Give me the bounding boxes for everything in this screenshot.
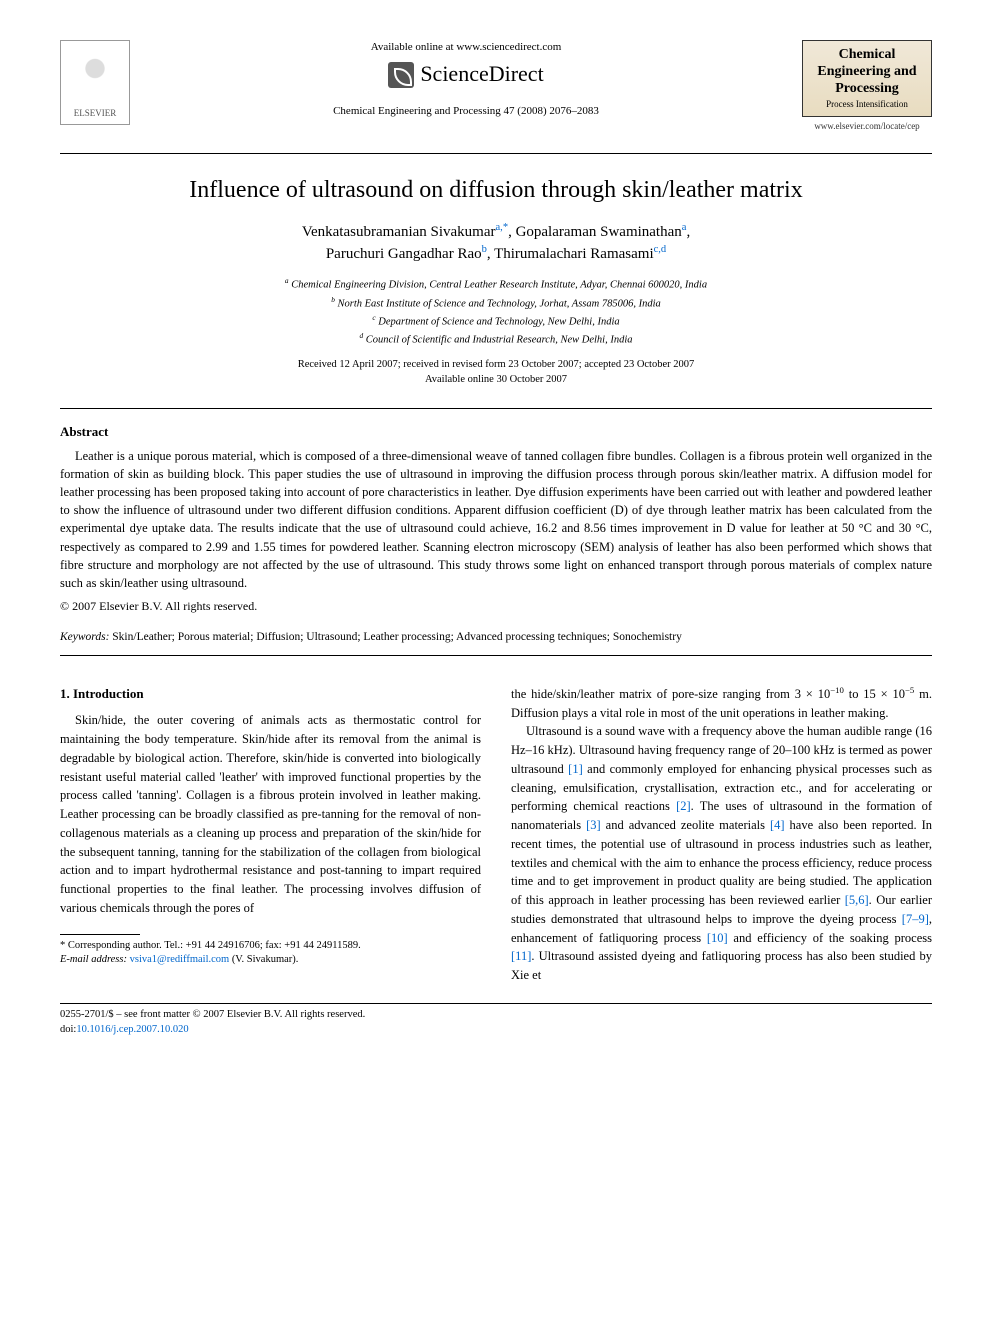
body-columns: 1. Introduction Skin/hide, the outer cov… bbox=[60, 684, 932, 985]
publisher-name: ELSEVIER bbox=[74, 107, 117, 120]
journal-cover-title: Chemical Engineering and Processing bbox=[807, 47, 927, 97]
p2-d: and advanced zeolite materials bbox=[601, 818, 770, 832]
email-label: E-mail address: bbox=[60, 954, 127, 965]
col2-p1-a: the hide/skin/leather matrix of pore-siz… bbox=[511, 687, 830, 701]
ref-2-link[interactable]: [2] bbox=[676, 799, 691, 813]
intro-p1: Skin/hide, the outer covering of animals… bbox=[60, 711, 481, 917]
sciencedirect-name: ScienceDirect bbox=[420, 59, 543, 90]
doi-link[interactable]: 10.1016/j.cep.2007.10.020 bbox=[76, 1024, 188, 1035]
elsevier-tree-icon bbox=[70, 52, 120, 107]
author-1: Venkatasubramanian Sivakumar bbox=[302, 224, 496, 240]
col2-exp1: −10 bbox=[830, 685, 844, 695]
affiliation-c: Department of Science and Technology, Ne… bbox=[378, 316, 619, 327]
keywords-list: Skin/Leather; Porous material; Diffusion… bbox=[112, 631, 682, 643]
ref-3-link[interactable]: [3] bbox=[586, 818, 601, 832]
journal-cover: Chemical Engineering and Processing Proc… bbox=[802, 40, 932, 117]
intro-p2: Ultrasound is a sound wave with a freque… bbox=[511, 722, 932, 985]
col2-p1-b: to 15 × 10 bbox=[844, 687, 905, 701]
author-2-affil[interactable]: a bbox=[682, 222, 687, 233]
keywords-label: Keywords: bbox=[60, 631, 109, 643]
column-right: the hide/skin/leather matrix of pore-siz… bbox=[511, 684, 932, 985]
ref-1-link[interactable]: [1] bbox=[568, 762, 583, 776]
p2-i: . Ultrasound assisted dyeing and fatliqu… bbox=[511, 949, 932, 982]
journal-reference: Chemical Engineering and Processing 47 (… bbox=[150, 104, 782, 119]
sciencedirect-logo: ScienceDirect bbox=[388, 59, 543, 90]
sciencedirect-icon bbox=[388, 62, 414, 88]
affiliation-d: Council of Scientific and Industrial Res… bbox=[366, 335, 633, 346]
ref-10-link[interactable]: [10] bbox=[707, 931, 728, 945]
bottom-rule bbox=[60, 1003, 932, 1004]
abstract-copyright: © 2007 Elsevier B.V. All rights reserved… bbox=[60, 598, 932, 615]
affiliation-b: North East Institute of Science and Tech… bbox=[338, 298, 661, 309]
available-online-text: Available online at www.sciencedirect.co… bbox=[150, 40, 782, 55]
corr-email-link[interactable]: vsiva1@rediffmail.com bbox=[130, 954, 230, 965]
elsevier-logo: ELSEVIER bbox=[60, 40, 130, 125]
ref-79-link[interactable]: [7–9] bbox=[902, 912, 929, 926]
available-online-date: Available online 30 October 2007 bbox=[60, 373, 932, 388]
p2-h: and efficiency of the soaking process bbox=[728, 931, 932, 945]
center-header: Available online at www.sciencedirect.co… bbox=[130, 40, 802, 120]
journal-cover-box: Chemical Engineering and Processing Proc… bbox=[802, 40, 932, 133]
ref-11-link[interactable]: [11] bbox=[511, 949, 531, 963]
abstract-body: Leather is a unique porous material, whi… bbox=[60, 447, 932, 592]
col2-exp2: −5 bbox=[905, 685, 914, 695]
footnote-rule bbox=[60, 934, 140, 935]
ref-56-link[interactable]: [5,6] bbox=[845, 893, 869, 907]
abstract-text: Leather is a unique porous material, whi… bbox=[60, 447, 932, 592]
affiliation-a: Chemical Engineering Division, Central L… bbox=[291, 280, 707, 291]
page-header: ELSEVIER Available online at www.science… bbox=[60, 40, 932, 133]
bottom-meta: 0255-2701/$ – see front matter © 2007 El… bbox=[60, 1008, 932, 1037]
journal-cover-subtitle: Process Intensification bbox=[807, 99, 927, 110]
header-rule bbox=[60, 153, 932, 154]
author-1-affil[interactable]: a, bbox=[496, 222, 503, 233]
pre-abstract-rule bbox=[60, 408, 932, 409]
author-3: Paruchuri Gangadhar Rao bbox=[326, 246, 482, 262]
author-4-affil[interactable]: c,d bbox=[654, 244, 667, 255]
section-1-heading: 1. Introduction bbox=[60, 684, 481, 704]
article-title: Influence of ultrasound on diffusion thr… bbox=[60, 174, 932, 208]
email-suffix: (V. Sivakumar). bbox=[229, 954, 298, 965]
intro-p1-cont: the hide/skin/leather matrix of pore-siz… bbox=[511, 684, 932, 723]
authors-block: Venkatasubramanian Sivakumara,*, Gopalar… bbox=[60, 221, 932, 265]
doi-label: doi: bbox=[60, 1024, 76, 1035]
affiliations-block: a Chemical Engineering Division, Central… bbox=[60, 275, 932, 348]
abstract-heading: Abstract bbox=[60, 423, 932, 441]
keywords-block: Keywords: Skin/Leather; Porous material;… bbox=[60, 629, 932, 645]
article-dates: Received 12 April 2007; received in revi… bbox=[60, 358, 932, 387]
author-2: , Gopalaraman Swaminathan bbox=[508, 224, 682, 240]
front-matter-line: 0255-2701/$ – see front matter © 2007 El… bbox=[60, 1008, 932, 1023]
column-left: 1. Introduction Skin/hide, the outer cov… bbox=[60, 684, 481, 985]
journal-url: www.elsevier.com/locate/cep bbox=[802, 120, 932, 133]
ref-4-link[interactable]: [4] bbox=[770, 818, 785, 832]
received-date: Received 12 April 2007; received in revi… bbox=[60, 358, 932, 373]
post-abstract-rule bbox=[60, 655, 932, 656]
corresponding-footnote: * Corresponding author. Tel.: +91 44 249… bbox=[60, 939, 481, 968]
author-4: , Thirumalachari Ramasami bbox=[487, 246, 654, 262]
corr-author-line: * Corresponding author. Tel.: +91 44 249… bbox=[60, 939, 481, 954]
